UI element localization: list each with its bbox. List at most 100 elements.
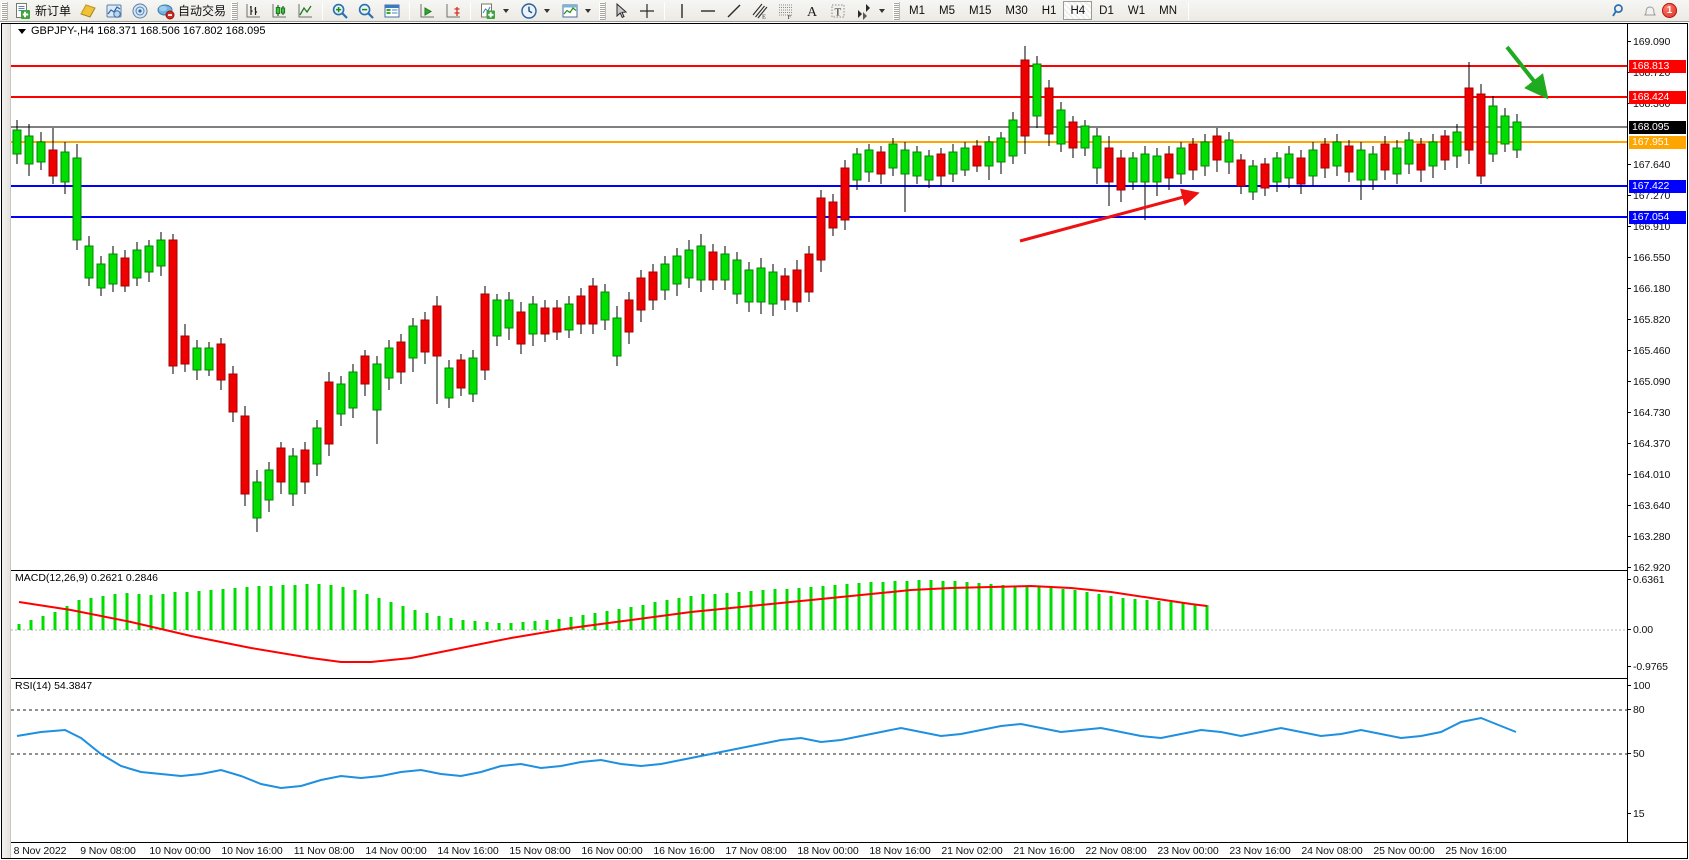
price-label-support-2: 167.054 <box>1629 211 1686 224</box>
candlestick-chart-button[interactable] <box>266 1 292 21</box>
price-axis[interactable]: 169.090 168.720 168.360 167.640 167.270 … <box>1627 24 1687 858</box>
arrows-dropdown-caret[interactable] <box>879 8 886 13</box>
data-window-button[interactable] <box>379 1 405 21</box>
time-label: 18 Nov 16:00 <box>869 845 931 857</box>
timeframe-m30[interactable]: M30 <box>1005 4 1028 17</box>
period-dropdown-caret[interactable] <box>544 8 551 13</box>
time-label: 18 Nov 00:00 <box>797 845 859 857</box>
auto-trading-label: 自动交易 <box>178 4 227 18</box>
zoom-out-button[interactable] <box>353 1 379 21</box>
new-order-label: 新订单 <box>35 4 72 18</box>
chart-menu-caret-icon[interactable] <box>18 28 26 34</box>
cursor-icon <box>612 2 630 20</box>
text-label-tool-button[interactable]: T <box>825 1 851 21</box>
timeframe-m5[interactable]: M5 <box>939 4 955 17</box>
terminal-button[interactable]: 自动交易 <box>153 1 230 21</box>
timeframe-h1[interactable]: H1 <box>1041 4 1057 17</box>
annotation-red-up-arrow[interactable] <box>1019 188 1200 243</box>
rsi-pane-title: RSI(14) 54.3847 <box>15 680 93 692</box>
price-plot <box>11 45 1629 532</box>
toolbar-grip-4[interactable] <box>893 1 901 20</box>
horizontal-line-icon <box>699 2 717 20</box>
price-label-resistance-1: 168.813 <box>1629 60 1686 73</box>
crosshair-tool-button[interactable] <box>634 1 660 21</box>
templates-dropdown-caret[interactable] <box>585 8 592 13</box>
candle-group <box>12 46 1522 532</box>
auto-scroll-icon <box>444 2 462 20</box>
search-button[interactable] <box>1607 1 1633 21</box>
search-icon <box>1611 2 1629 20</box>
time-label: 21 Nov 16:00 <box>1013 845 1075 857</box>
period-button[interactable] <box>516 1 557 21</box>
toolbar-grip-2[interactable] <box>231 1 239 20</box>
new-chart-button[interactable] <box>475 1 516 21</box>
timeframe-h4[interactable]: H4 <box>1063 1 1093 20</box>
time-label: 14 Nov 00:00 <box>365 845 427 857</box>
time-axis[interactable]: 8 Nov 2022 9 Nov 08:00 10 Nov 00:00 10 N… <box>2 842 1687 858</box>
time-label: 23 Nov 16:00 <box>1229 845 1291 857</box>
template-icon <box>561 2 579 20</box>
candle-series <box>12 46 1522 532</box>
macd-signal-line <box>18 584 1208 663</box>
templates-button[interactable] <box>557 1 598 21</box>
auto-scroll-button[interactable] <box>440 1 466 21</box>
time-label: 10 Nov 00:00 <box>149 845 211 857</box>
shift-end-icon <box>418 2 436 20</box>
new-order-button[interactable]: 新订单 <box>10 1 75 21</box>
time-label: 8 Nov 2022 <box>13 845 67 857</box>
timeframe-mn[interactable]: MN <box>1159 4 1177 17</box>
timeframe-w1[interactable]: W1 <box>1127 4 1146 17</box>
new-chart-dropdown-caret[interactable] <box>503 8 510 13</box>
terminal-icon <box>157 2 175 20</box>
toolbar-divider-4 <box>664 1 666 20</box>
svg-text:E: E <box>762 13 766 20</box>
rsi-pane-separator <box>2 678 1687 679</box>
time-label: 11 Nov 08:00 <box>293 845 355 857</box>
text-tool-button[interactable]: A <box>799 1 825 21</box>
trendline-tool-button[interactable] <box>721 1 747 21</box>
toolbar-divider-2 <box>409 1 411 20</box>
new-order-icon <box>14 2 32 20</box>
macd-pane-separator <box>2 570 1687 571</box>
macd-pane-title: MACD(12,26,9) 0.2621 0.2846 <box>15 572 159 584</box>
market-watch-icon <box>105 2 123 20</box>
macd-histogram <box>17 580 1209 630</box>
arrows-tool-button[interactable] <box>851 1 892 21</box>
channel-icon: E <box>751 2 769 20</box>
zoom-in-button[interactable] <box>327 1 353 21</box>
timeframe-d1[interactable]: D1 <box>1099 4 1114 17</box>
annotation-green-down-arrow[interactable] <box>1505 45 1549 100</box>
equidistant-channel-tool-button[interactable]: E <box>747 1 773 21</box>
toolbar-divider-5 <box>1188 1 1189 20</box>
vertical-line-tool-button[interactable] <box>669 1 695 21</box>
shift-end-button[interactable] <box>414 1 440 21</box>
line-chart-button[interactable] <box>292 1 318 21</box>
timeframe-m15[interactable]: M15 <box>969 4 992 17</box>
chart-window: GBPJPY-,H4 168.371 168.506 167.802 168.0… <box>0 22 1689 860</box>
time-label: 25 Nov 16:00 <box>1445 845 1507 857</box>
time-label: 25 Nov 00:00 <box>1373 845 1435 857</box>
chart-canvas[interactable]: GBPJPY-,H4 168.371 168.506 167.802 168.0… <box>1 23 1688 859</box>
rsi-plot <box>11 709 1629 790</box>
fibonacci-tool-button[interactable]: F <box>773 1 799 21</box>
horizontal-line-tool-button[interactable] <box>695 1 721 21</box>
indicators-button[interactable] <box>75 1 101 21</box>
crosshair-icon <box>638 2 656 20</box>
indicators-icon <box>79 2 97 20</box>
new-chart-icon <box>479 2 497 20</box>
navigator-button[interactable] <box>127 1 153 21</box>
timeframe-m1[interactable]: M1 <box>909 4 926 17</box>
main-toolbar: 新订单 <box>0 0 1689 22</box>
vertical-line-icon <box>673 2 691 20</box>
notifications-button[interactable]: 1 <box>1637 1 1681 21</box>
macd-plot <box>11 580 1629 663</box>
market-watch-button[interactable] <box>101 1 127 21</box>
cursor-tool-button[interactable] <box>608 1 634 21</box>
time-label: 14 Nov 16:00 <box>437 845 499 857</box>
time-label: 10 Nov 16:00 <box>221 845 283 857</box>
chart-vertical-scrollbar[interactable] <box>2 24 11 858</box>
trendline-icon <box>725 2 743 20</box>
toolbar-grip-1[interactable] <box>1 1 8 20</box>
toolbar-grip-3[interactable] <box>599 1 607 20</box>
bar-chart-button[interactable] <box>240 1 266 21</box>
